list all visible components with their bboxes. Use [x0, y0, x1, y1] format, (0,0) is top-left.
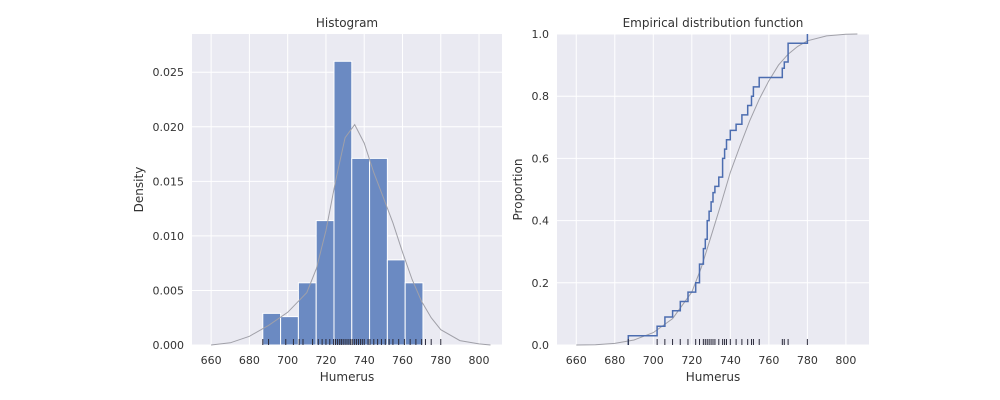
histogram-x-tick-label: 780 — [430, 354, 451, 367]
histogram-x-tick-label: 800 — [469, 354, 490, 367]
histogram-bar — [369, 157, 388, 346]
ecdf-axes-background — [557, 34, 869, 345]
histogram-bar — [404, 282, 424, 346]
histogram-y-tick-label: 0.025 — [153, 66, 185, 79]
histogram-bar — [315, 220, 335, 346]
histogram-y-tick-label: 0.015 — [153, 175, 185, 188]
ecdf-step-path — [627, 34, 809, 345]
histogram-x-axis-label: Humerus — [320, 370, 375, 384]
ecdf-y-tick-label: 1.0 — [532, 28, 550, 41]
histogram-y-tick-label: 0.010 — [153, 230, 185, 243]
ecdf-rug — [627, 339, 808, 345]
histogram-x-tick-label: 760 — [392, 354, 413, 367]
histogram-y-tick-label: 0.020 — [153, 121, 185, 134]
histogram-bar — [351, 157, 371, 346]
ecdf-x-axis-label: Humerus — [686, 370, 741, 384]
ecdf-title: Empirical distribution function — [623, 16, 804, 30]
histogram-x-tick-label: 660 — [201, 354, 222, 367]
histogram-bar — [262, 312, 282, 346]
ecdf-x-ticks: 660 680 700 720 740 760 780 800 — [566, 354, 857, 367]
histogram-x-tick-label: 700 — [277, 354, 298, 367]
ecdf-y-tick-label: 0.0 — [532, 339, 550, 352]
histogram-y-tick-label: 0.000 — [153, 339, 185, 352]
histogram-x-tick-label: 720 — [315, 354, 336, 367]
histogram-x-ticks: 660 680 700 720 740 760 780 800 — [201, 354, 490, 367]
histogram-bar — [333, 60, 353, 346]
ecdf-x-tick-label: 780 — [797, 354, 818, 367]
ecdf-x-tick-label: 660 — [566, 354, 587, 367]
ecdf-x-tick-label: 720 — [681, 354, 702, 367]
ecdf-y-ticks: 0.0 0.2 0.4 0.6 0.8 1.0 — [532, 28, 550, 352]
ecdf-panel: 660 680 700 720 740 760 780 800 0.0 0.2 0.4 0.6 0.8… — [511, 16, 869, 384]
ecdf-y-tick-label: 0.8 — [532, 90, 550, 103]
histogram-y-axis-label: Density — [132, 167, 146, 213]
ecdf-x-tick-label: 800 — [835, 354, 856, 367]
ecdf-y-tick-label: 0.2 — [532, 277, 550, 290]
histogram-title: Histogram — [316, 16, 378, 30]
histogram-y-ticks: 0.000 0.005 0.010 0.015 0.020 0.025 — [153, 66, 185, 352]
ecdf-x-tick-label: 740 — [720, 354, 741, 367]
kde-line — [211, 123, 491, 346]
ecdf-y-tick-label: 0.4 — [532, 215, 550, 228]
histogram-kde-curve — [211, 123, 491, 346]
histogram-y-tick-label: 0.005 — [153, 284, 185, 297]
histogram-panel: 660 680 700 720 740 760 780 800 0.000 0.005 0.010… — [132, 16, 502, 384]
histogram-bar — [280, 316, 299, 346]
histogram-bar — [386, 259, 406, 346]
histogram-bars — [262, 60, 424, 346]
ecdf-y-axis-label: Proportion — [511, 159, 525, 221]
ecdf-step-line — [627, 34, 809, 345]
histogram-x-tick-label: 680 — [239, 354, 260, 367]
ecdf-x-tick-label: 760 — [758, 354, 779, 367]
ecdf-y-tick-label: 0.6 — [532, 152, 550, 165]
ecdf-grid — [557, 33, 869, 346]
ecdf-x-tick-label: 680 — [604, 354, 625, 367]
histogram-rug — [262, 339, 442, 345]
histogram-x-tick-label: 740 — [354, 354, 375, 367]
ecdf-x-tick-label: 700 — [643, 354, 664, 367]
